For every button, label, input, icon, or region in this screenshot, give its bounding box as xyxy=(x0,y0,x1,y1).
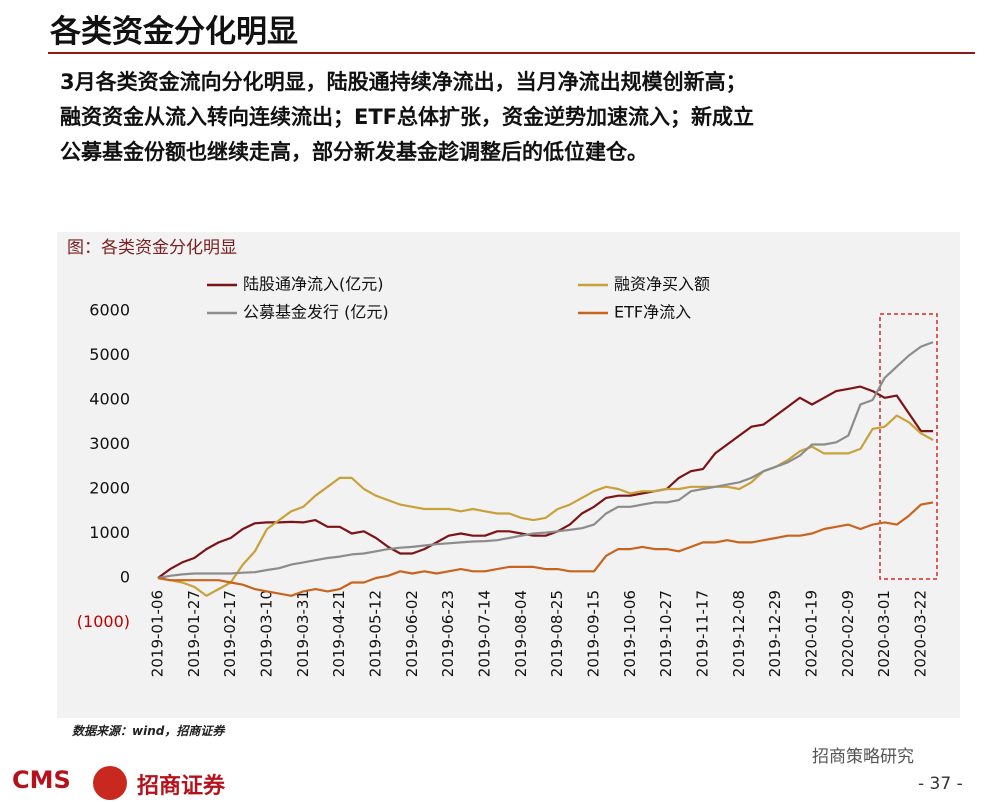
paragraph-line: 3月各类资金流向分化明显，陆股通持续净流出，当月净流出规模创新高； xyxy=(60,70,747,94)
y-tick-label: 3000 xyxy=(89,434,130,453)
logo-icon xyxy=(93,766,127,800)
x-tick-label: 2019-01-06 xyxy=(149,590,167,677)
x-tick-label: 2019-10-06 xyxy=(621,590,639,677)
highlight-box xyxy=(879,313,938,580)
x-tick-label: 2019-08-04 xyxy=(512,590,530,677)
logo: CMS xyxy=(12,766,71,794)
legend-label: 公募基金发行 (亿元) xyxy=(243,303,389,322)
y-tick-label: 1000 xyxy=(89,523,130,542)
y-tick-label: (1000) xyxy=(77,612,130,631)
y-tick-label: 0 xyxy=(120,568,130,587)
legend-label: 融资净买入额 xyxy=(614,275,710,294)
x-tick-label: 2020-02-09 xyxy=(839,590,857,677)
x-tick-label: 2019-03-10 xyxy=(258,590,276,677)
slide-title: 各类资金分化明显 xyxy=(50,14,298,50)
x-tick-label: 2019-06-23 xyxy=(439,590,457,677)
series-line xyxy=(157,341,934,580)
source: 数据来源：wind，招商证券 xyxy=(72,724,225,738)
brand: 招商证券 xyxy=(137,774,226,799)
x-tick-label: 2020-01-19 xyxy=(803,590,821,677)
legend-label: 陆股通净流入(亿元) xyxy=(243,275,384,294)
x-tick-label: 2019-12-08 xyxy=(730,590,748,677)
legend-label: ETF净流入 xyxy=(614,303,691,322)
x-tick-label: 2019-07-14 xyxy=(476,590,494,677)
x-tick-label: 2019-11-17 xyxy=(694,590,712,677)
x-tick-label: 2020-03-01 xyxy=(875,590,893,677)
x-tick-label: 2019-02-17 xyxy=(221,590,239,677)
x-tick-label: 2019-09-15 xyxy=(585,590,603,677)
page-number: - 37 - xyxy=(918,774,963,794)
title-rule xyxy=(48,52,975,54)
y-tick-label: 4000 xyxy=(89,390,130,409)
x-tick-label: 2019-05-12 xyxy=(367,590,385,677)
series-line xyxy=(157,501,934,597)
x-tick-label: 2019-06-02 xyxy=(403,590,421,677)
series-line xyxy=(157,414,934,597)
x-tick-label: 2020-03-22 xyxy=(912,590,930,677)
y-tick-label: 2000 xyxy=(89,479,130,498)
paragraph-line: 融资资金从流入转向连续流出；ETF总体扩张，资金逆势加速流入；新成立 xyxy=(60,105,755,129)
x-tick-label: 2019-10-27 xyxy=(657,590,675,677)
series-line xyxy=(157,385,934,579)
chart-title: 图：各类资金分化明显 xyxy=(67,238,237,258)
watermark: 招商策略研究 xyxy=(812,747,914,767)
x-tick-label: 2019-12-29 xyxy=(766,590,784,677)
x-tick-label: 2019-08-25 xyxy=(548,590,566,677)
x-tick-label: 2019-01-27 xyxy=(185,590,203,677)
paragraph-line: 公募基金份额也继续走高，部分新发基金趁调整后的低位建仓。 xyxy=(60,140,648,164)
y-tick-label: 5000 xyxy=(89,345,130,364)
x-tick-label: 2019-04-21 xyxy=(330,590,348,677)
x-tick-label: 2019-03-31 xyxy=(294,590,312,677)
y-tick-label: 6000 xyxy=(89,301,130,320)
